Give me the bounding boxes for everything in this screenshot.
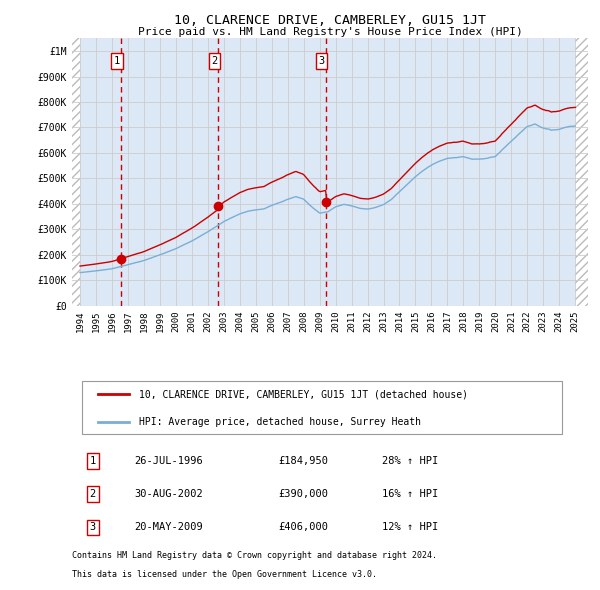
Text: 2013: 2013 [379,311,388,332]
Text: 1: 1 [114,56,120,66]
Text: 2022: 2022 [523,311,532,332]
Text: 2004: 2004 [235,311,244,332]
Text: 2019: 2019 [475,311,484,332]
Text: £184,950: £184,950 [278,456,328,466]
Text: 10, CLARENCE DRIVE, CAMBERLEY, GU15 1JT: 10, CLARENCE DRIVE, CAMBERLEY, GU15 1JT [174,14,486,27]
Text: £390,000: £390,000 [278,489,328,499]
Text: 2006: 2006 [267,311,276,332]
Text: 1995: 1995 [91,311,100,332]
Text: 2017: 2017 [443,311,452,332]
Text: 1996: 1996 [107,311,116,332]
Text: 2025: 2025 [571,311,580,332]
Text: 3: 3 [319,56,325,66]
Bar [575,38,588,306]
Text: 2002: 2002 [203,311,212,332]
Text: 2020: 2020 [491,311,500,332]
Text: 10, CLARENCE DRIVE, CAMBERLEY, GU15 1JT (detached house): 10, CLARENCE DRIVE, CAMBERLEY, GU15 1JT … [139,389,468,399]
Text: Price paid vs. HM Land Registry's House Price Index (HPI): Price paid vs. HM Land Registry's House … [137,27,523,37]
Text: 3: 3 [89,523,96,532]
Text: 2000: 2000 [172,311,181,332]
Text: 2018: 2018 [459,311,468,332]
Text: 2005: 2005 [251,311,260,332]
Text: 2024: 2024 [555,311,564,332]
Text: 2015: 2015 [411,311,420,332]
Text: 1999: 1999 [155,311,164,332]
Text: 2009: 2009 [315,311,324,332]
Text: 1994: 1994 [76,311,85,332]
Text: £406,000: £406,000 [278,523,328,532]
Text: 2001: 2001 [187,311,196,332]
Text: 2021: 2021 [507,311,516,332]
Text: This data is licensed under the Open Government Licence v3.0.: This data is licensed under the Open Gov… [72,571,377,579]
Text: 2: 2 [89,489,96,499]
Text: 2: 2 [211,56,218,66]
Text: 1: 1 [89,456,96,466]
Text: 1997: 1997 [124,311,133,332]
Text: 2012: 2012 [363,311,372,332]
Text: HPI: Average price, detached house, Surrey Heath: HPI: Average price, detached house, Surr… [139,417,421,427]
Text: 28% ↑ HPI: 28% ↑ HPI [382,456,438,466]
Text: 2010: 2010 [331,311,340,332]
Text: 2023: 2023 [539,311,548,332]
Text: 2003: 2003 [219,311,228,332]
FancyBboxPatch shape [82,381,562,434]
Text: 16% ↑ HPI: 16% ↑ HPI [382,489,438,499]
Text: 2008: 2008 [299,311,308,332]
Text: 12% ↑ HPI: 12% ↑ HPI [382,523,438,532]
Text: 2011: 2011 [347,311,356,332]
Bar [72,38,80,306]
Text: 30-AUG-2002: 30-AUG-2002 [134,489,203,499]
Text: Contains HM Land Registry data © Crown copyright and database right 2024.: Contains HM Land Registry data © Crown c… [72,552,437,560]
Text: 2016: 2016 [427,311,436,332]
Text: 20-MAY-2009: 20-MAY-2009 [134,523,203,532]
Text: 2007: 2007 [283,311,292,332]
Text: 2014: 2014 [395,311,404,332]
Text: 1998: 1998 [139,311,148,332]
Text: 26-JUL-1996: 26-JUL-1996 [134,456,203,466]
